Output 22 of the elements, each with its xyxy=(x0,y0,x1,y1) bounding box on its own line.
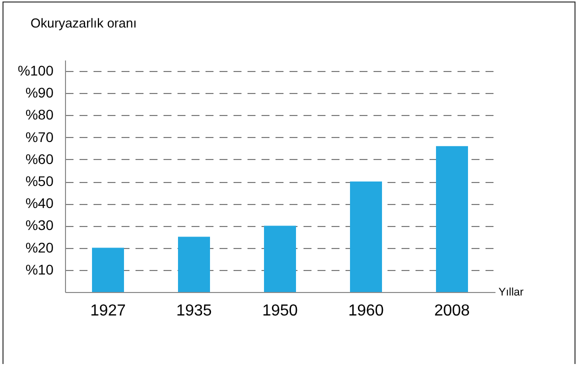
y-tick-label: %90 xyxy=(25,84,54,101)
x-tick-label: 1927 xyxy=(90,302,126,320)
bar xyxy=(264,226,296,292)
x-axis-title: Yıllar xyxy=(498,286,524,298)
bar xyxy=(436,146,468,292)
x-tick-label: 1960 xyxy=(348,302,384,320)
y-tick-label: %60 xyxy=(25,150,54,167)
y-tick-label: %10 xyxy=(25,261,54,278)
bar xyxy=(92,248,124,292)
y-tick-label: %50 xyxy=(25,173,54,190)
y-tick-label: %100 xyxy=(18,62,54,79)
y-tick-label: %30 xyxy=(25,217,54,234)
y-tick-label: %20 xyxy=(25,239,54,256)
bar xyxy=(178,236,210,292)
y-tick-label: %40 xyxy=(25,195,54,212)
x-tick-label: 1935 xyxy=(176,302,212,320)
y-axis-title: Okuryazarlık oranı xyxy=(30,16,137,30)
bar xyxy=(350,182,382,292)
y-tick-label: %70 xyxy=(25,128,54,145)
x-tick-label: 2008 xyxy=(434,302,470,320)
y-tick-label: %80 xyxy=(25,106,54,123)
x-tick-label: 1950 xyxy=(262,302,298,320)
